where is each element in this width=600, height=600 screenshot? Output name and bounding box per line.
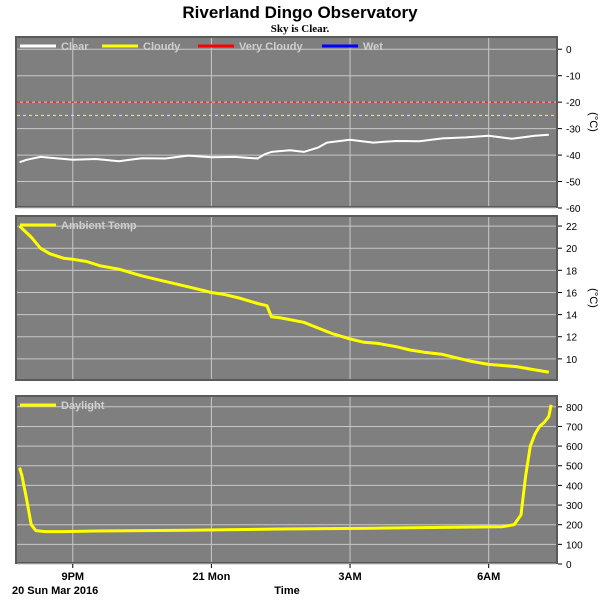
x-axis-start-date: 20 Sun Mar 2016 xyxy=(12,585,98,597)
y-tick-label: 200 xyxy=(566,521,583,532)
y-tick-label: 22 xyxy=(566,222,578,233)
y-tick-label: -50 xyxy=(566,178,581,189)
plot-background xyxy=(17,217,556,379)
y-tick-label: 700 xyxy=(566,422,583,433)
y-tick-label: -40 xyxy=(566,151,581,162)
y-axis-unit: (°C) xyxy=(587,288,599,308)
y-tick-label: -30 xyxy=(566,125,581,136)
y-tick-label: -10 xyxy=(566,72,581,83)
daylight-panel: 0 100 200 300 400 500 600 700 800 Daylight xyxy=(15,395,583,571)
legend-entry: Very Cloudy xyxy=(239,41,303,53)
plot-background xyxy=(17,38,556,206)
y-tick-label: 12 xyxy=(566,333,578,344)
y-tick-label: 600 xyxy=(566,442,583,453)
y-axis-unit: (°C) xyxy=(587,112,599,132)
ambient-temperature-panel: 10 12 14 16 18 20 22 (°C) Ambient Temp xyxy=(15,215,599,381)
x-tick-label: 6AM xyxy=(477,571,500,583)
x-tick-label: 9PM xyxy=(61,571,84,583)
y-tick-label: 14 xyxy=(566,311,578,322)
series-line xyxy=(18,404,553,534)
legend-entry: Wet xyxy=(363,41,383,53)
x-tick-label: 21 Mon xyxy=(192,571,230,583)
legend-entry: Daylight xyxy=(61,400,105,412)
series-line xyxy=(18,225,550,374)
x-axis-label: Time xyxy=(274,585,299,597)
legend-entry: Clear xyxy=(61,41,89,53)
y-tick-label: 10 xyxy=(566,355,578,366)
y-tick-label: 0 xyxy=(566,560,572,571)
plot-background xyxy=(17,397,556,562)
series-line xyxy=(19,133,549,164)
y-tick-label: -60 xyxy=(566,204,581,215)
y-tick-label: -20 xyxy=(566,98,581,109)
y-tick-label: 300 xyxy=(566,501,583,512)
y-tick-label: 800 xyxy=(566,403,583,414)
y-tick-label: 0 xyxy=(566,45,572,56)
sky-temperature-panel: 0 -10 -20 -30 -40 -50 -60 (°C) Clear Cloudy Very C… xyxy=(15,36,599,215)
x-axis-ticks: 9PM 21 Mon 3AM 6AM xyxy=(61,564,500,583)
chart-title: Riverland Dingo Observatory xyxy=(182,3,418,22)
y-tick-label: 400 xyxy=(566,481,583,492)
y-tick-label: 500 xyxy=(566,462,583,473)
y-tick-label: 18 xyxy=(566,266,578,277)
legend-entry: Cloudy xyxy=(143,41,181,53)
y-tick-label: 20 xyxy=(566,244,578,255)
chart-subtitle: Sky is Clear. xyxy=(271,23,330,35)
legend-entry: Ambient Temp xyxy=(61,220,137,232)
x-tick-label: 3AM xyxy=(338,571,361,583)
y-tick-label: 16 xyxy=(566,288,578,299)
y-tick-label: 100 xyxy=(566,540,583,551)
